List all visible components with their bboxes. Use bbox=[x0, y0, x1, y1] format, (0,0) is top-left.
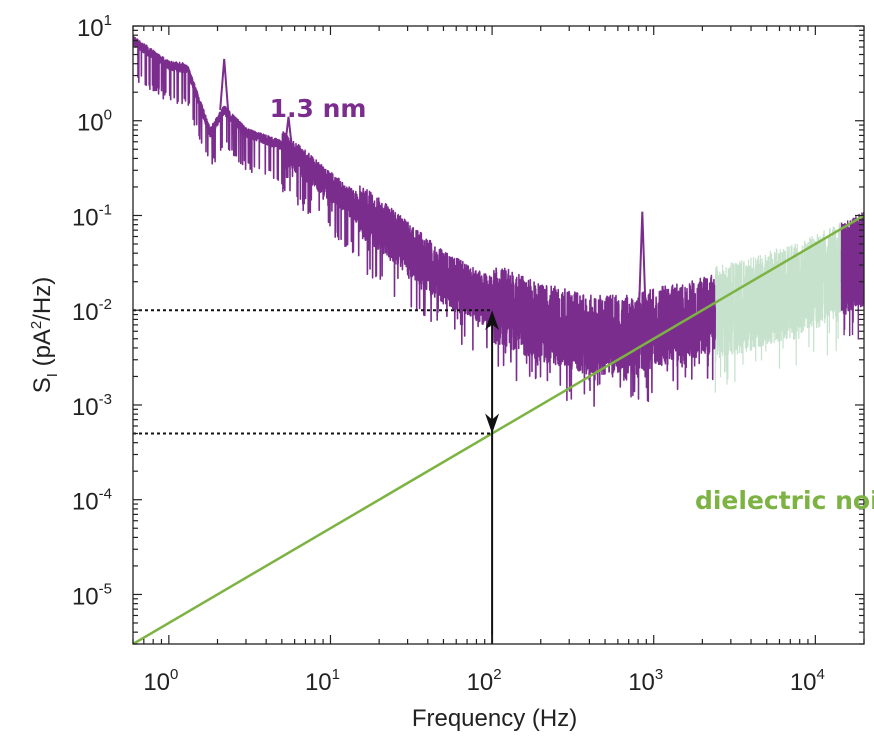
x-tick-label-3: 103 bbox=[628, 666, 663, 696]
arrow-head-up bbox=[485, 310, 500, 331]
arrow-head-down bbox=[485, 413, 500, 434]
spectrum-series-1-3nm-tail bbox=[840, 212, 864, 340]
x-axis-label: Frequency (Hz) bbox=[412, 705, 577, 732]
y-axis-label: SI (pA2/Hz) bbox=[28, 277, 61, 394]
plot-frame bbox=[132, 25, 865, 645]
x-tick-label-0: 100 bbox=[143, 666, 178, 696]
x-tick-label-2: 102 bbox=[467, 666, 502, 696]
y-tick-label-5: 100 bbox=[77, 107, 112, 137]
annotation-0: 1.3 nm bbox=[270, 94, 367, 123]
spectrum-peak-1 bbox=[283, 116, 294, 154]
spectrum-series-1-3nm bbox=[133, 35, 716, 407]
y-tick-label-6: 101 bbox=[77, 12, 112, 42]
x-tick-label-1: 101 bbox=[305, 666, 340, 696]
x-tick-label-4: 104 bbox=[790, 666, 825, 696]
y-tick-label-3: 10-2 bbox=[72, 296, 112, 326]
y-tick-label-2: 10-3 bbox=[72, 391, 112, 421]
spectrum-peak-0 bbox=[219, 58, 230, 112]
y-tick-label-4: 10-1 bbox=[72, 201, 112, 231]
spectrum-peak-2 bbox=[637, 211, 648, 334]
dielectric-noise-line bbox=[133, 214, 864, 644]
y-tick-label-1: 10-4 bbox=[72, 486, 112, 516]
annotation-1: dielectric noise bbox=[695, 486, 874, 515]
y-tick-label-0: 10-5 bbox=[72, 580, 112, 610]
spectrum-band-highfreq bbox=[714, 222, 842, 393]
